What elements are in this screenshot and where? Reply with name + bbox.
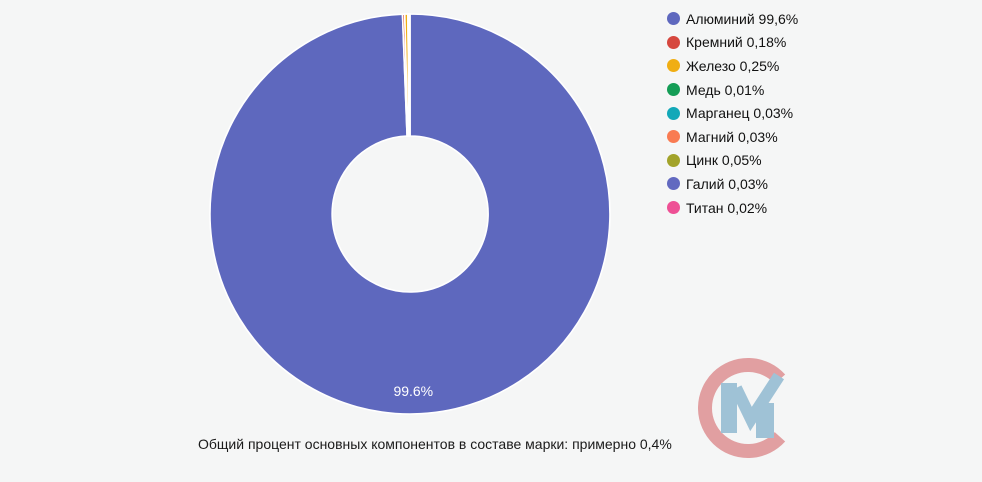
legend-item-5[interactable]: Магний 0,03% xyxy=(667,125,798,149)
pie-slice-0[interactable] xyxy=(209,13,611,415)
legend-item-label: Магний 0,03% xyxy=(686,128,778,145)
legend-marker-icon xyxy=(667,177,680,191)
legend-item-2[interactable]: Железо 0,25% xyxy=(667,54,798,78)
donut-chart: 99.6% xyxy=(209,13,611,415)
legend-item-label: Алюминий 99,6% xyxy=(686,10,799,27)
legend-item-8[interactable]: Титан 0,02% xyxy=(667,196,798,220)
legend-item-label: Титан 0,02% xyxy=(686,199,768,216)
legend-item-label: Железо 0,25% xyxy=(686,57,780,74)
legend-marker-icon xyxy=(667,130,680,144)
chart-legend: Алюминий 99,6% Кремний 0,18% Железо 0,25% М… xyxy=(667,7,798,219)
legend-item-label: Галий 0,03% xyxy=(686,175,768,192)
legend-item-1[interactable]: Кремний 0,18% xyxy=(667,31,798,55)
legend-marker-icon xyxy=(667,201,680,215)
legend-marker-icon xyxy=(667,59,680,73)
legend-item-label: Марганец 0,03% xyxy=(686,105,794,122)
legend-item-label: Кремний 0,18% xyxy=(686,34,787,51)
watermark-c-ring xyxy=(698,358,786,458)
legend-item-6[interactable]: Цинк 0,05% xyxy=(667,149,798,173)
chart-caption: Общий процент основных компонентов в сос… xyxy=(198,436,672,452)
slice-percentage-label: 99.6% xyxy=(393,383,433,399)
watermark-m-letter xyxy=(721,372,785,438)
legend-item-7[interactable]: Галий 0,03% xyxy=(667,172,798,196)
legend-marker-icon xyxy=(667,12,680,26)
legend-item-3[interactable]: Медь 0,01% xyxy=(667,78,798,102)
legend-item-0[interactable]: Алюминий 99,6% xyxy=(667,7,798,31)
legend-marker-icon xyxy=(667,35,680,49)
legend-marker-icon xyxy=(667,83,680,97)
legend-item-4[interactable]: Марганец 0,03% xyxy=(667,101,798,125)
legend-item-label: Медь 0,01% xyxy=(686,81,765,98)
legend-item-label: Цинк 0,05% xyxy=(686,152,762,169)
legend-marker-icon xyxy=(667,106,680,120)
legend-marker-icon xyxy=(667,153,680,167)
cm-watermark-logo xyxy=(698,358,786,458)
